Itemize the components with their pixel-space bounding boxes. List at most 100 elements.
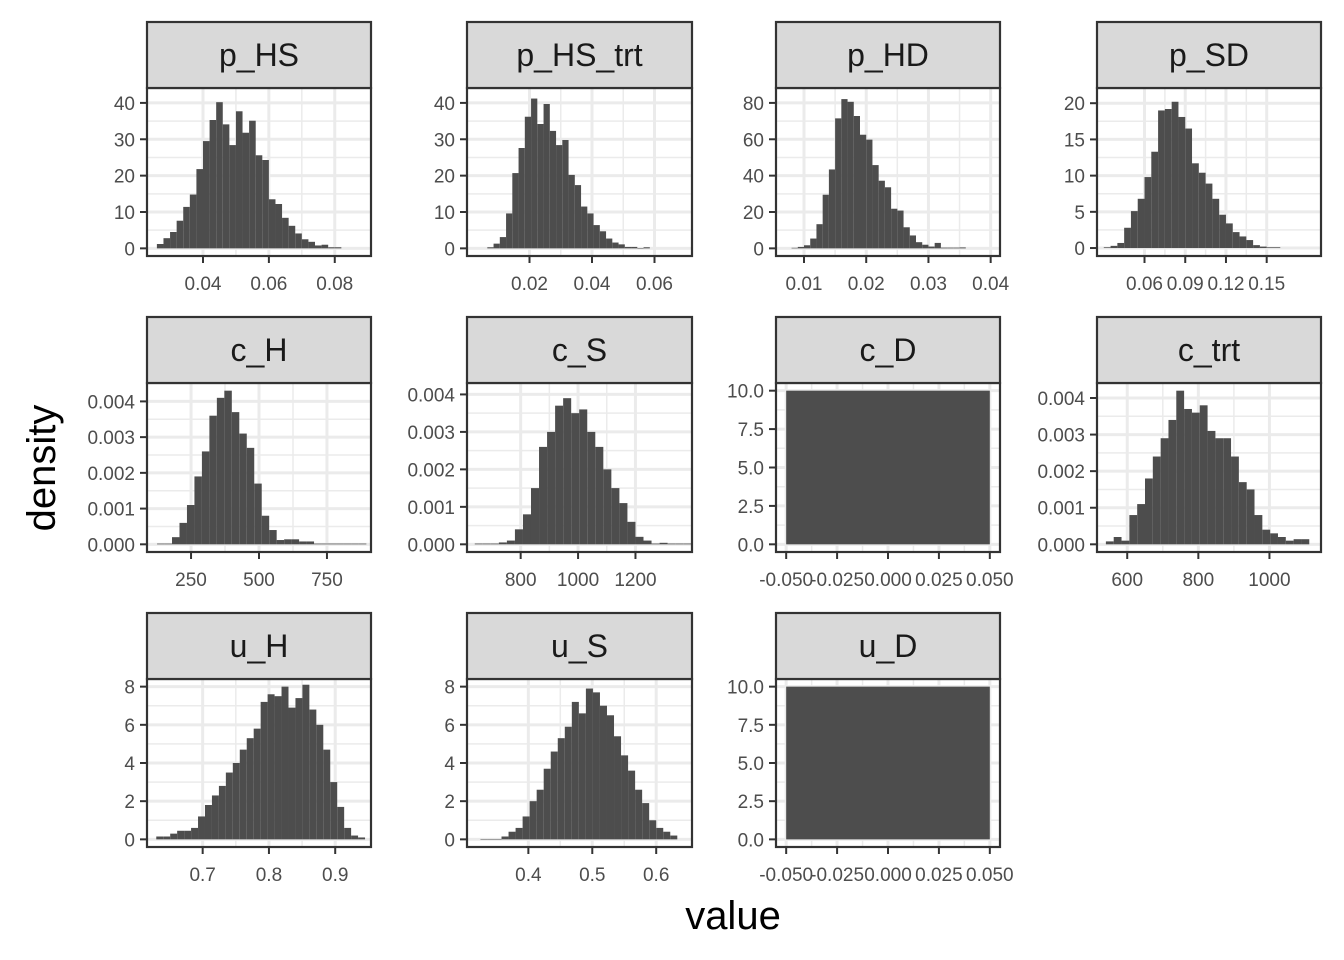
histogram-bar <box>211 795 219 840</box>
y-tick-label: 0.004 <box>87 392 135 413</box>
histogram-bar <box>1253 245 1260 249</box>
histogram-bar <box>1171 101 1179 249</box>
y-tick-label: 0.003 <box>87 428 135 449</box>
histogram-bar <box>618 244 625 249</box>
histogram-bar <box>550 751 558 840</box>
histogram-bar <box>1137 504 1145 545</box>
histogram-bar <box>506 540 515 545</box>
x-axis: 0.06 0.09 0.12 0.15 <box>1126 256 1285 295</box>
histogram-bar <box>191 827 199 840</box>
facet-strip-label: u_H <box>230 628 289 664</box>
y-axis: 0 2 4 6 8 <box>444 678 467 851</box>
histogram-bar <box>571 413 580 545</box>
x-axis-title: value <box>685 894 781 938</box>
histogram-bar <box>242 132 250 249</box>
facet-strip <box>465 611 694 681</box>
histogram-bar <box>1205 183 1213 249</box>
histogram-bar <box>203 141 210 249</box>
facet-strip-label: u_D <box>859 628 918 664</box>
histogram-bar <box>947 247 954 249</box>
histogram-bar <box>934 242 941 249</box>
x-tick-label: 0.04 <box>185 274 222 295</box>
histogram-bar <box>329 543 337 545</box>
histogram-bar <box>515 827 523 840</box>
y-axis: 0 20 40 60 80 <box>743 94 776 260</box>
y-tick-label: 10.0 <box>727 678 764 699</box>
x-axis: 250 500 750 <box>175 552 343 591</box>
histogram-bar <box>1185 128 1193 249</box>
histogram-bar <box>522 816 530 840</box>
histogram-bars <box>1105 390 1310 545</box>
histogram-bar <box>302 684 310 840</box>
histogram-bar <box>804 245 811 249</box>
y-tick-label: 0.004 <box>407 385 455 406</box>
histogram-bar <box>172 537 180 545</box>
histogram-bar <box>581 206 588 249</box>
y-tick-label: 0.004 <box>1037 389 1085 410</box>
histogram-bar <box>288 225 296 249</box>
histogram-bar <box>254 483 262 545</box>
histogram-bar <box>156 244 164 249</box>
facet-strip <box>145 611 373 681</box>
histogram-bar <box>563 398 572 545</box>
histogram-bar <box>209 415 217 545</box>
histogram-bar <box>262 160 269 249</box>
histogram-bar <box>224 390 232 545</box>
histogram-bar <box>878 180 885 249</box>
histogram-bar <box>1152 456 1161 545</box>
histogram-bar <box>1223 438 1232 545</box>
x-tick-label: 0.15 <box>1248 274 1285 295</box>
histogram-bar <box>295 698 303 840</box>
histogram-bar <box>537 124 544 249</box>
x-tick-label: 0.5 <box>579 865 605 886</box>
histogram-bar <box>1219 214 1226 249</box>
histogram-bar <box>1232 232 1240 249</box>
histogram-bar <box>216 102 223 249</box>
histogram-bar <box>1103 247 1111 249</box>
panel-u_D: u_D-0.050-0.025 0.000 0.025 0.0500.02.55.07… <box>727 611 1014 886</box>
histogram-bar <box>1273 247 1281 249</box>
histogram-bar <box>922 244 929 249</box>
histogram-bar <box>284 539 292 545</box>
histogram-bar <box>1184 408 1192 545</box>
histogram-bar <box>501 836 509 840</box>
x-tick-label: 0.09 <box>1167 274 1204 295</box>
facet-strip <box>1095 315 1323 385</box>
panel-p_SD: p_SD 0.06 0.09 0.12 0.15 0 5 10 15 20 <box>1064 20 1323 295</box>
histogram-bar <box>216 397 225 545</box>
facet-strip-label: p_HS <box>219 37 299 73</box>
histogram-bar <box>1178 116 1186 249</box>
histogram-bar <box>225 772 233 840</box>
y-axis: 0.000 0.001 0.002 0.003 0.004 <box>1037 389 1097 556</box>
histogram-bar <box>1192 163 1199 249</box>
panel-c_H: c_H 250 500 750 0.000 0.001 0.002 0.003 0.004 <box>87 315 373 591</box>
x-tick-label: 1000 <box>557 570 599 591</box>
x-tick-label: 0.01 <box>786 274 823 295</box>
histogram-bar <box>1105 541 1114 545</box>
histogram-bar <box>1270 533 1278 545</box>
histogram-bar <box>512 173 519 249</box>
histogram-bar <box>176 220 184 249</box>
histogram-bar <box>274 696 282 840</box>
histogram-bar <box>163 836 171 840</box>
y-tick-label: 0.000 <box>1037 535 1085 556</box>
histogram-bar <box>493 243 500 249</box>
x-tick-label: 0.4 <box>515 865 542 886</box>
x-tick-label: 250 <box>175 570 207 591</box>
histogram-bar <box>184 830 192 840</box>
histogram-bar <box>170 833 178 840</box>
x-tick-label: 0.04 <box>972 274 1009 295</box>
facet-strip <box>465 20 694 90</box>
histogram-bar <box>487 247 494 249</box>
histogram-bar <box>606 238 613 249</box>
y-tick-label: 30 <box>114 130 135 151</box>
panel-p_HD: p_HD 0.01 0.02 0.03 0.04 0 20 40 60 80 <box>743 20 1010 295</box>
histogram-bar <box>599 231 607 249</box>
histogram-bar <box>157 543 165 545</box>
y-tick-label: 2 <box>444 792 455 813</box>
y-tick-label: 8 <box>444 678 455 699</box>
histogram-bar <box>940 247 948 249</box>
histogram-bar <box>841 99 848 249</box>
y-axis: 0 10 20 30 40 <box>114 94 147 260</box>
x-tick-label: 1200 <box>614 570 656 591</box>
